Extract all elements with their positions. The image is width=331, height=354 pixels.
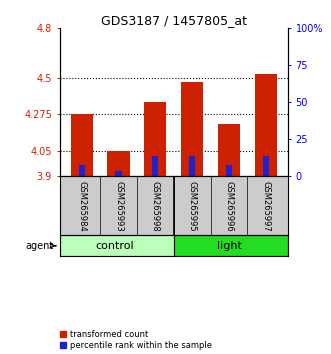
Bar	[226, 165, 232, 176]
Text: GSM265995: GSM265995	[188, 181, 197, 232]
Bar	[144, 102, 166, 176]
Bar	[255, 74, 277, 176]
Legend: transformed count, percentile rank within the sample: transformed count, percentile rank withi…	[61, 330, 212, 350]
Bar	[218, 124, 240, 176]
Text: GSM265996: GSM265996	[224, 181, 234, 232]
Title: GDS3187 / 1457805_at: GDS3187 / 1457805_at	[101, 14, 247, 27]
Bar	[189, 156, 195, 176]
Bar	[174, 235, 288, 256]
Text: control: control	[96, 241, 134, 251]
Text: GSM265997: GSM265997	[261, 181, 270, 232]
Bar	[108, 152, 129, 176]
Bar	[263, 156, 269, 176]
Text: GSM265993: GSM265993	[114, 181, 123, 232]
Text: light: light	[216, 241, 242, 251]
Text: GSM265984: GSM265984	[77, 181, 86, 232]
Bar	[78, 165, 85, 176]
Bar	[152, 156, 159, 176]
Text: GSM265998: GSM265998	[151, 181, 160, 232]
Bar	[71, 114, 93, 176]
Bar	[181, 82, 203, 176]
Text: agent: agent	[26, 241, 54, 251]
Bar	[116, 171, 121, 176]
Bar	[60, 235, 174, 256]
